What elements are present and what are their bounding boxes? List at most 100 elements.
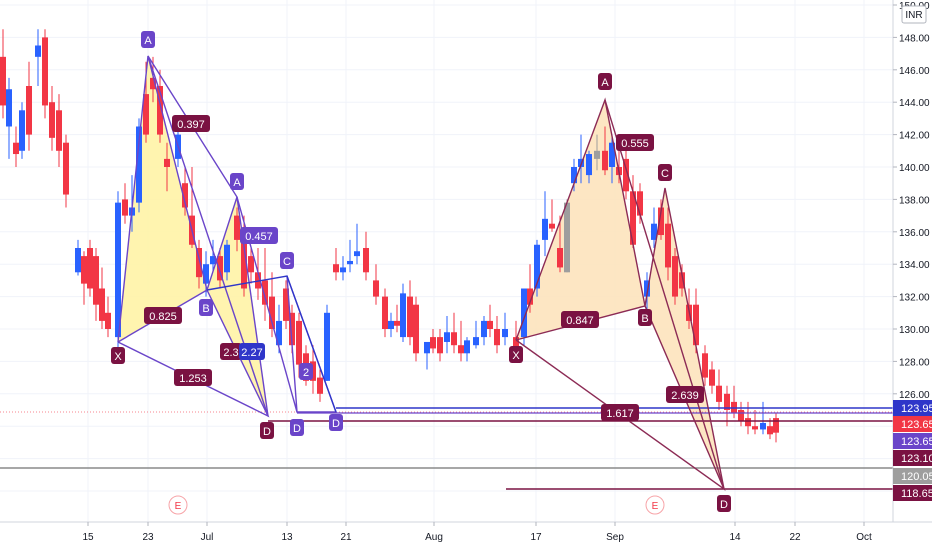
- bcd-triangle-fill: [207, 197, 268, 416]
- pattern-point-tag[interactable]: B: [638, 309, 652, 326]
- candle-body: [93, 256, 99, 305]
- pattern-point-tag[interactable]: A: [230, 173, 244, 190]
- currency-badge[interactable]: INR: [901, 5, 927, 24]
- pattern-point-tag[interactable]: D: [329, 414, 343, 431]
- price-scale-label-bg: [893, 485, 932, 501]
- candle: [709, 361, 715, 394]
- ratio-label[interactable]: 1.617: [601, 404, 639, 421]
- candle: [527, 264, 533, 313]
- ratio-label-bg: [240, 227, 278, 244]
- ratio-label[interactable]: 2.27: [239, 343, 265, 360]
- candle: [444, 316, 450, 354]
- pattern-point-tag[interactable]: D: [260, 422, 274, 439]
- candle-body: [333, 264, 339, 273]
- pattern-point-tag[interactable]: A: [598, 73, 612, 90]
- candle-body: [248, 256, 254, 273]
- earnings-marker[interactable]: E: [645, 495, 665, 515]
- pattern-point-tag[interactable]: X: [111, 347, 125, 364]
- candle-body: [630, 191, 636, 245]
- time-tick-label: Aug: [425, 532, 443, 543]
- pattern-point-tag[interactable]: X: [509, 346, 523, 363]
- price-scale-label-bg: [893, 433, 932, 449]
- pattern-point-tag-bg: [638, 309, 652, 326]
- candle-body: [210, 256, 216, 265]
- candle-body: [407, 296, 413, 338]
- pattern-point-tag-bg: [509, 346, 523, 363]
- ratio-label[interactable]: 0.457: [240, 227, 278, 244]
- candle-body: [521, 288, 527, 338]
- candle-body: [283, 288, 289, 321]
- candle: [451, 312, 457, 354]
- price-tick-label: 126.00: [899, 390, 930, 401]
- candle: [602, 126, 608, 176]
- ratio-label[interactable]: 1.253: [174, 369, 212, 386]
- candle-body: [451, 332, 457, 346]
- candle-body: [224, 244, 230, 273]
- candle: [63, 134, 69, 208]
- pattern-point-tag-bg: [329, 414, 343, 431]
- candle: [738, 401, 744, 427]
- candle-body: [0, 56, 6, 106]
- ratio-label-bg: [172, 115, 210, 132]
- candle-body: [542, 218, 548, 240]
- pattern-point-tag[interactable]: A: [141, 31, 155, 48]
- candle: [210, 239, 216, 273]
- candle-body: [644, 280, 650, 297]
- candle-body: [400, 293, 406, 338]
- candle-body: [373, 280, 379, 297]
- candle: [494, 316, 500, 354]
- candle-body: [63, 142, 69, 195]
- candle: [724, 385, 730, 427]
- earnings-marker[interactable]: E: [168, 495, 188, 515]
- candle-body: [513, 337, 519, 349]
- candle: [609, 134, 615, 184]
- candle: [317, 369, 323, 402]
- candle-body: [760, 422, 766, 430]
- time-tick-label: 15: [82, 532, 94, 543]
- price-scale-label-text: 123.95: [901, 403, 932, 415]
- pattern-point-tag-text: A: [233, 177, 241, 189]
- earnings-marker-text: E: [175, 501, 182, 512]
- price-scale-label: 118.65: [893, 485, 932, 501]
- ratio-label[interactable]: 0.825: [144, 307, 182, 324]
- price-tick-label: 132.00: [899, 293, 930, 304]
- candle-body: [413, 304, 419, 354]
- candle: [196, 239, 202, 289]
- ratio-label[interactable]: 0.847: [561, 311, 599, 328]
- candle-body: [424, 341, 430, 354]
- earnings-marker-circle: [168, 495, 188, 515]
- ratio-label[interactable]: 0.397: [172, 115, 210, 132]
- candle-body: [487, 320, 493, 329]
- pattern-point-tag[interactable]: C: [658, 164, 672, 181]
- ratio-label[interactable]: 2.3: [220, 343, 242, 360]
- candle: [373, 264, 379, 305]
- price-tick-label: 142.00: [899, 131, 930, 142]
- candle-body: [767, 426, 773, 435]
- ratio-label[interactable]: 0.555: [616, 134, 654, 151]
- price-tick-label: 128.00: [899, 357, 930, 368]
- ratio-label-bg: [144, 307, 182, 324]
- candle-body: [157, 86, 163, 135]
- price-tick-label: 130.00: [899, 325, 930, 336]
- ratio-label-text: 2.639: [671, 390, 699, 402]
- candle: [382, 288, 388, 338]
- pattern-point-tag[interactable]: D: [290, 419, 304, 436]
- candle-body: [217, 256, 223, 281]
- price-scale-label-bg: [893, 400, 932, 416]
- price-scale-label: 123.65: [893, 416, 932, 432]
- ratio-label[interactable]: 2.639: [666, 386, 704, 403]
- pattern-point-tag-bg: [717, 495, 731, 512]
- candle: [502, 312, 508, 346]
- pattern-point-tag[interactable]: B: [199, 299, 213, 316]
- pattern-point-tag-bg: [199, 299, 213, 316]
- pattern-point-tag-bg: [141, 31, 155, 48]
- candle: [99, 267, 105, 329]
- pattern-point-tag[interactable]: D: [717, 495, 731, 512]
- price-tick-label: 134.00: [899, 260, 930, 271]
- ratio-label[interactable]: 2: [299, 363, 313, 380]
- candle-body: [363, 248, 369, 273]
- pattern-point-tag[interactable]: C: [280, 252, 294, 269]
- time-axis-bg: [0, 522, 893, 550]
